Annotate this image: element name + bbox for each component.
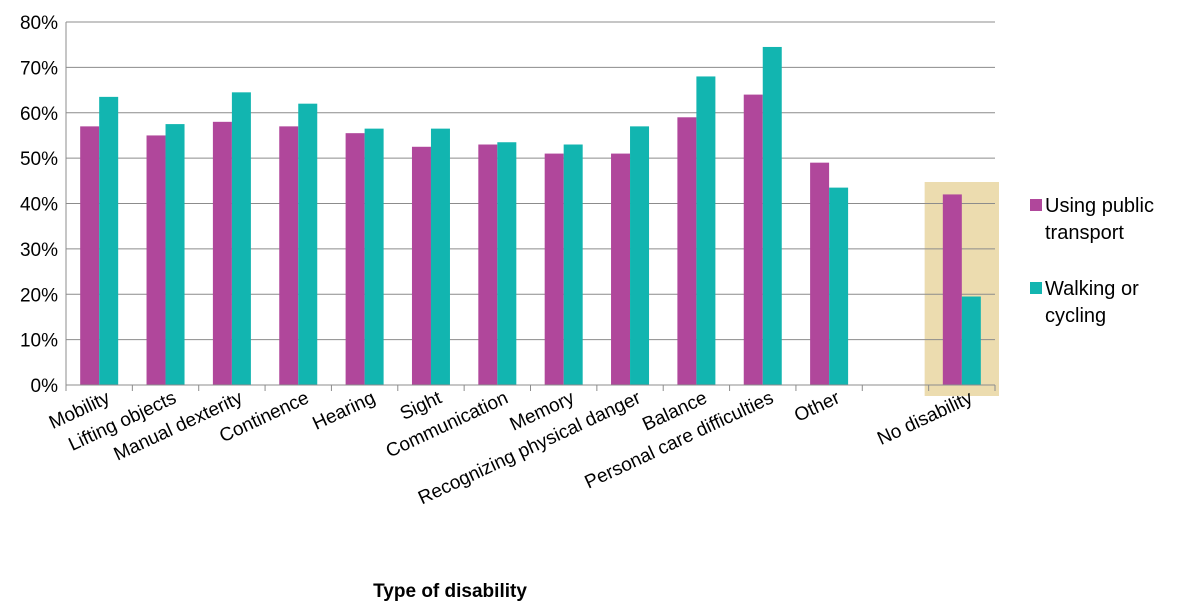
y-tick-label: 50% [20,149,58,170]
bar-layer [80,46,981,386]
x-axis-title: Type of disability [373,581,527,602]
bar-public-transport [544,153,564,385]
bar-walking-cycling [961,296,981,385]
bar-public-transport [411,146,431,385]
grid-layer [66,21,995,341]
bar-walking-cycling [99,96,119,386]
x-tick-label: Other [791,387,844,426]
legend-swatch [1030,199,1042,211]
legend: Using public transport Walking or cycling [1030,195,1154,327]
y-tick-label: 10% [20,331,58,352]
bar-public-transport [743,94,763,385]
y-tick-label: 80% [20,13,58,34]
legend-label: Walking or [1045,278,1139,300]
bar-walking-cycling [165,124,185,385]
bar-walking-cycling [497,142,517,385]
legend-label: cycling [1045,305,1106,327]
y-tick-label: 30% [20,240,58,261]
bar-public-transport [677,117,697,385]
bar-public-transport [212,121,232,385]
bar-public-transport [279,126,299,386]
legend-label: transport [1045,222,1124,244]
bar-walking-cycling [696,76,716,385]
x-tick-label: No disability [874,387,976,450]
bar-walking-cycling [762,46,782,386]
axis-layer [65,22,996,391]
legend-swatch [1030,282,1042,294]
bar-walking-cycling [430,128,450,385]
bar-public-transport [345,133,365,385]
bar-walking-cycling [298,103,318,386]
y-tick-label: 70% [20,58,58,79]
legend-label: Using public [1045,195,1154,217]
bar-walking-cycling [563,144,583,385]
bar-walking-cycling [829,187,849,385]
bar-public-transport [478,144,498,385]
y-tick-label: 40% [20,195,58,216]
x-tick-label: Hearing [310,387,379,434]
y-tick-label: 20% [20,285,58,306]
bar-public-transport [80,126,100,386]
bar-walking-cycling [630,126,650,386]
y-tick-label: 0% [31,376,59,397]
y-tick-label: 60% [20,104,58,125]
bar-public-transport [942,194,962,385]
bar-public-transport [810,162,830,385]
bar-walking-cycling [231,92,251,386]
bar-walking-cycling [364,128,384,385]
bar-public-transport [611,153,631,385]
x-tick-label: Communication [383,387,512,462]
bar-public-transport [146,135,166,385]
